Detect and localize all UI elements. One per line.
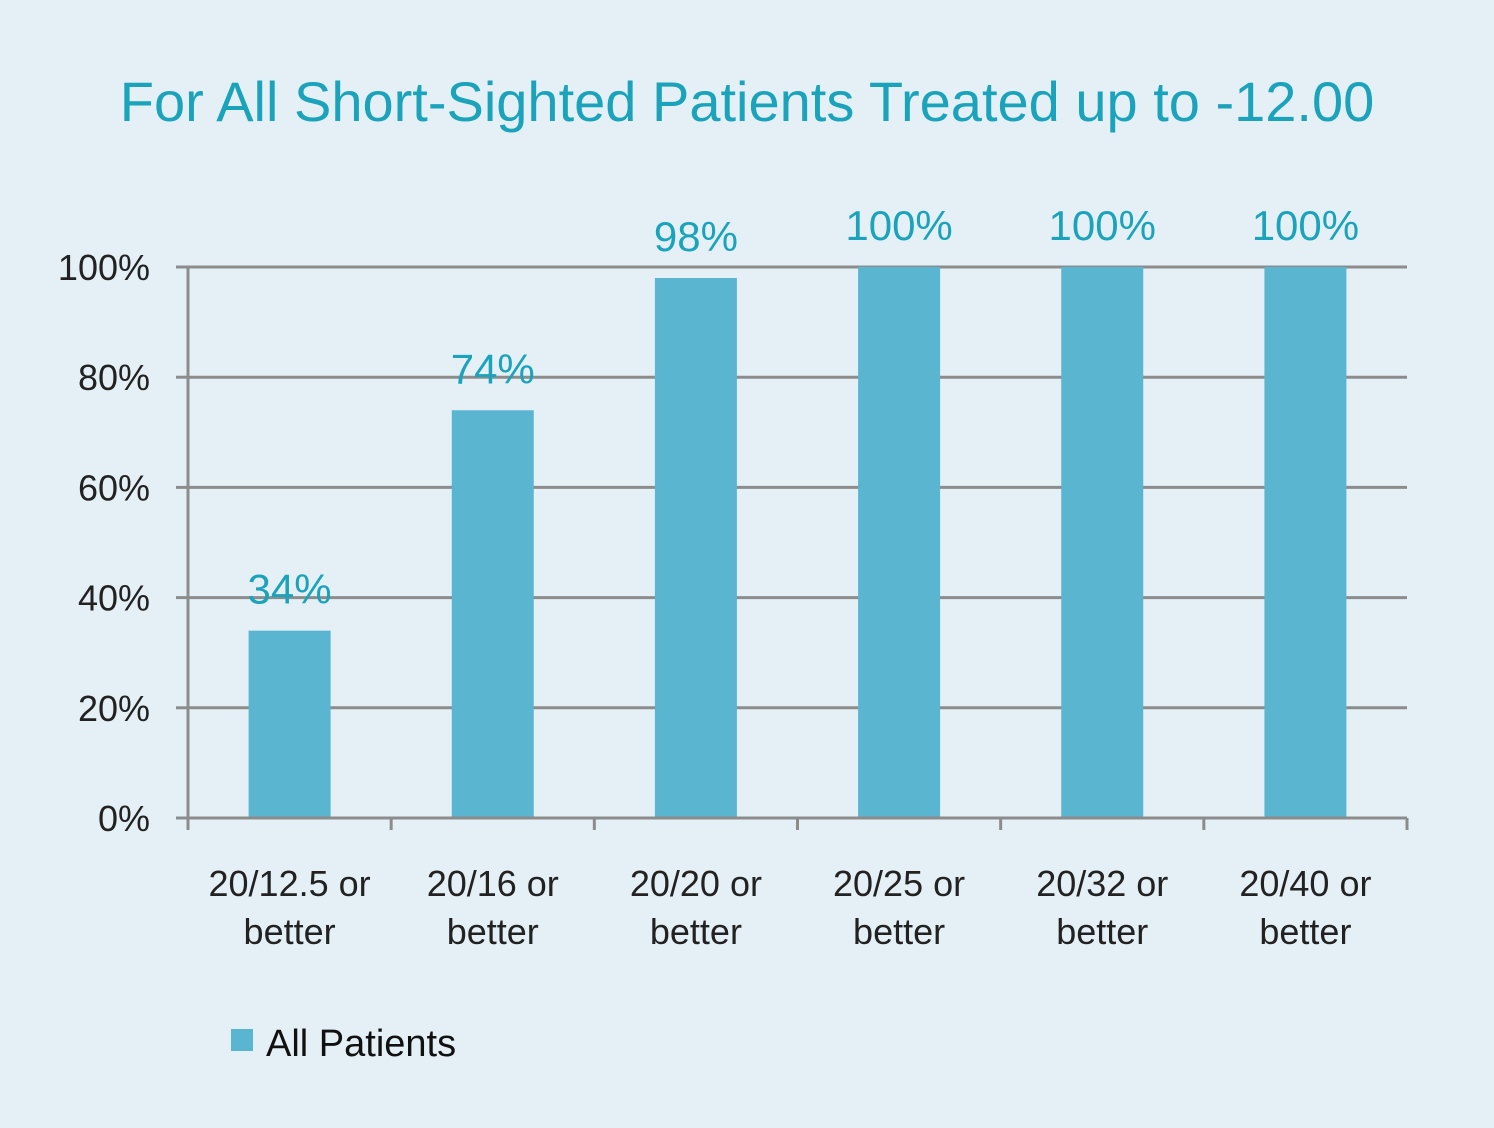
axes: 0% 20% 40% 60% 80% 100% 20/12.5 or better 20/16 … xyxy=(58,247,1409,952)
data-label: 100% xyxy=(845,202,952,249)
x-tick-label: 20/40 or better xyxy=(1239,863,1371,952)
bar xyxy=(1264,267,1347,818)
bar xyxy=(1061,267,1144,818)
x-tick-label: 20/20 or better xyxy=(630,863,762,952)
data-label: 34% xyxy=(248,566,332,613)
x-tick-label: 20/25 or better xyxy=(833,863,965,952)
legend-swatch xyxy=(231,1029,253,1051)
gridlines xyxy=(188,265,1407,710)
chart-title: For All Short-Sighted Patients Treated u… xyxy=(120,70,1375,133)
data-labels: 34% 74% 98% 100% 100% 100% xyxy=(248,202,1360,613)
data-label: 98% xyxy=(654,213,738,260)
bar xyxy=(858,267,941,818)
bar xyxy=(451,410,534,818)
data-label: 100% xyxy=(1049,202,1156,249)
data-label: 74% xyxy=(451,345,535,392)
y-tick-label: 100% xyxy=(58,247,150,288)
y-tick-label: 0% xyxy=(98,798,150,839)
y-tick-label: 60% xyxy=(78,467,150,508)
data-label: 100% xyxy=(1252,202,1359,249)
x-tick-label: 20/12.5 or better xyxy=(209,863,371,952)
legend: All Patients xyxy=(231,1023,456,1065)
bar xyxy=(654,278,737,818)
y-tick-label: 80% xyxy=(78,357,150,398)
x-tick-label: 20/16 or better xyxy=(427,863,559,952)
bar xyxy=(248,630,331,818)
x-tick-label: 20/32 or better xyxy=(1036,863,1168,952)
legend-label: All Patients xyxy=(266,1023,456,1065)
bars xyxy=(248,267,1347,818)
y-tick-label: 40% xyxy=(78,578,150,619)
y-tick-label: 20% xyxy=(78,688,150,729)
